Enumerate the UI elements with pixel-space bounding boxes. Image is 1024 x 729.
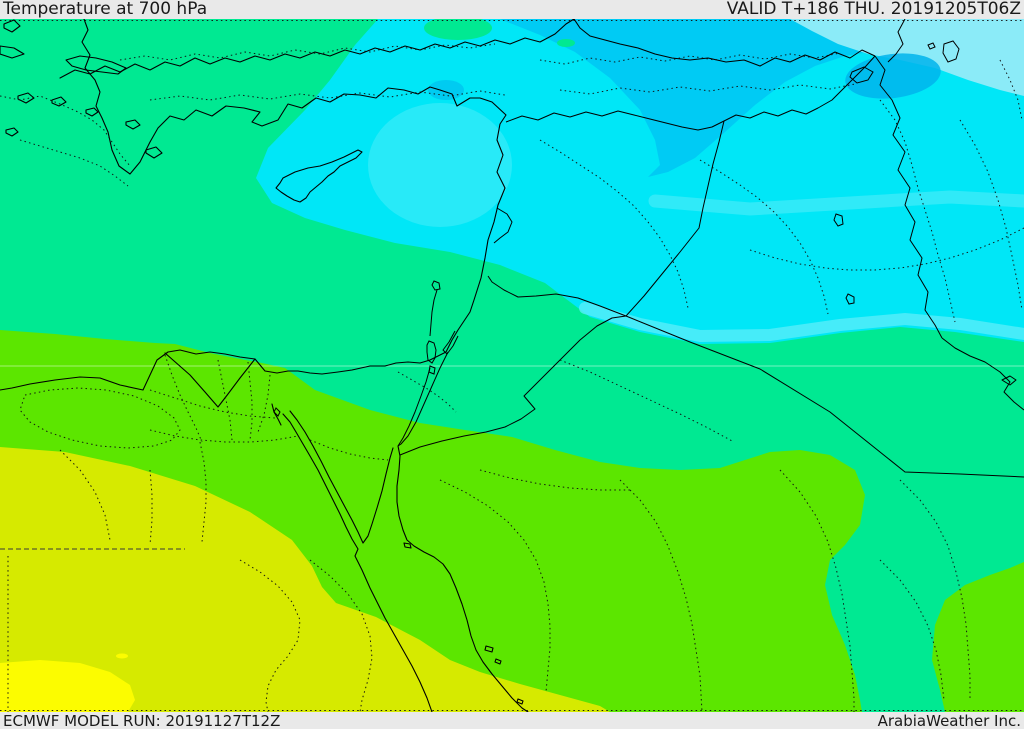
model-run-label: ECMWF MODEL RUN: 20191127T12Z [3, 712, 281, 729]
coast-red-sea-east [396, 445, 529, 712]
band-blue [500, 19, 1024, 177]
border-iraq-saudi [625, 315, 1024, 478]
coast-islands [403, 542, 524, 705]
band-spring-blob-2 [557, 39, 575, 47]
band-green-right [932, 562, 1024, 712]
lake-galilee [431, 280, 441, 291]
admin-boundaries [0, 43, 1024, 712]
lake-urmia [927, 40, 960, 63]
border-iran-iraq [874, 55, 943, 339]
coastlines [0, 19, 761, 712]
border-syria-jordan [487, 275, 627, 317]
border-turkey-syria-iraq [505, 55, 876, 131]
temperature-bands [0, 19, 1024, 712]
admin-iran [879, 59, 1023, 323]
valid-time-label: VALID T+186 THU. 20191205T06Z [726, 0, 1021, 19]
admin-egypt-west [19, 387, 181, 546]
coast-red-sea-west [282, 413, 433, 712]
map-title: Temperature at 700 hPa [3, 0, 208, 19]
map-canvas [0, 19, 1024, 712]
lake-bitter [273, 407, 281, 417]
coast-mediterranean [0, 19, 507, 391]
coast-greek-islands [0, 19, 163, 159]
border-jordan-saudi [399, 315, 627, 456]
admin-egypt-south [239, 559, 373, 712]
band-yellow-dot [116, 653, 128, 659]
admin-egypt-delta [149, 354, 299, 543]
band-dark-blue-blob [845, 53, 941, 99]
coast-nile-delta [164, 352, 282, 426]
lakes-iraq [833, 213, 855, 305]
border-gulf-head [941, 337, 1024, 411]
coast-cyprus [275, 149, 363, 203]
coast-black-sea [59, 19, 761, 79]
credit-label: ArabiaWeather Inc. [877, 712, 1021, 729]
coast-marmara [65, 55, 127, 75]
coast-sinai [289, 410, 394, 544]
admin-syria [539, 139, 829, 315]
footer-bar: ECMWF MODEL RUN: 20191127T12Z ArabiaWeat… [0, 712, 1024, 729]
border-lebanon [493, 207, 513, 244]
admin-jordan-saudi [559, 359, 971, 712]
border-israel-egypt [397, 351, 449, 447]
band-dark-blue-blob-2 [428, 80, 464, 100]
admin-turkey-4 [559, 83, 856, 95]
border-gaza [442, 330, 459, 355]
admin-saudi-east [439, 469, 630, 693]
admin-negev [309, 371, 457, 461]
admin-turkey-3 [539, 52, 841, 65]
band-spring-blob [424, 19, 492, 40]
band-yellow [0, 660, 135, 712]
border-caucasus [759, 19, 906, 67]
header-bar: Temperature at 700 hPa VALID T+186 THU. … [0, 0, 1024, 19]
admin-iraq [749, 227, 1024, 271]
lake-van [849, 66, 874, 84]
admin-aegean [0, 95, 131, 187]
border-jordan-valley [397, 289, 438, 447]
country-borders [397, 19, 1024, 478]
border-syria-iraq [625, 120, 725, 317]
band-light-cyan-strip-2 [648, 190, 1024, 216]
band-light-cyan-patch [368, 103, 512, 227]
lakes [273, 40, 960, 417]
